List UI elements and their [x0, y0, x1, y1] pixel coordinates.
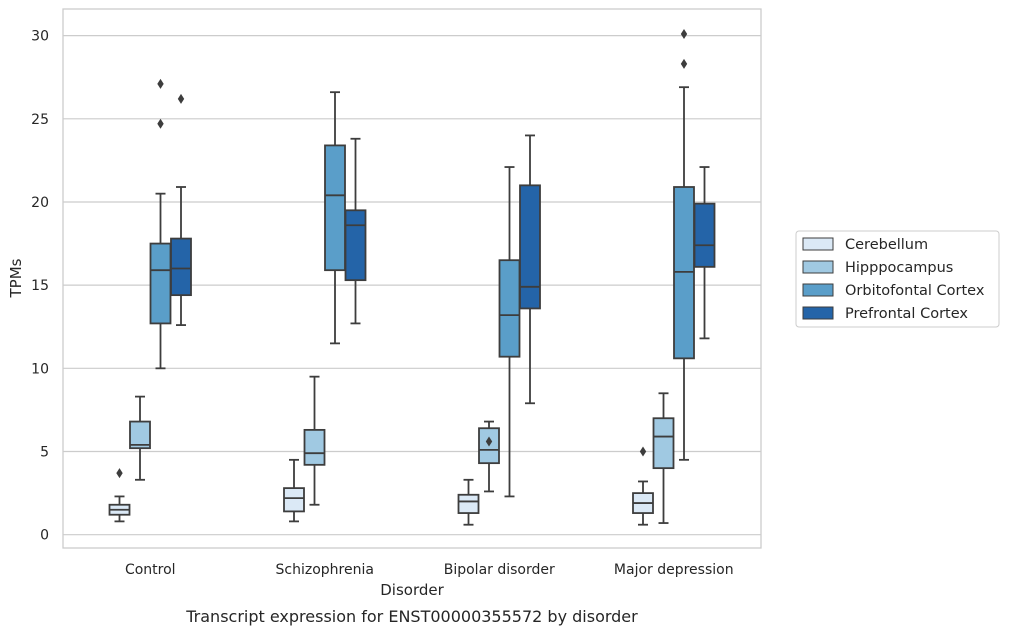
outlier-marker: [157, 118, 164, 129]
y-axis-label: TPMs: [7, 258, 25, 298]
box-iqr: [498, 259, 521, 358]
outlier-marker: [680, 28, 688, 39]
outlier-marker: [157, 78, 164, 89]
chart-caption: Transcript expression for ENST0000035557…: [185, 607, 638, 626]
x-tick-label: Bipolar disorder: [444, 562, 555, 578]
x-axis-ticks: Control Schizophrenia Bipolar disorder Majo…: [125, 562, 734, 578]
x-tick-label: Major depression: [614, 562, 734, 578]
y-tick-label: 15: [31, 278, 49, 294]
box-1-1: [303, 375, 326, 506]
box-2-1: [478, 420, 500, 493]
box-3-0: [632, 446, 654, 526]
legend: Cerebellum Hipppocampus Orbitofontal Corte…: [795, 230, 1000, 328]
y-tick-label: 10: [31, 361, 49, 377]
legend-swatch: [802, 283, 834, 297]
outlier-marker: [639, 446, 647, 457]
outlier-marker: [116, 468, 123, 479]
legend-swatch: [802, 260, 834, 274]
legend-label: Hipppocampus: [845, 260, 953, 276]
box-1-3: [344, 137, 367, 325]
legend-frame: [795, 230, 1000, 328]
box-iqr: [693, 202, 716, 268]
box-iqr: [344, 209, 367, 282]
box-1-2: [324, 91, 346, 345]
legend-swatch: [802, 237, 834, 251]
box-1-0: [283, 458, 305, 523]
y-axis-ticks: 0 5 10 15 20 25 30: [31, 29, 49, 544]
y-tick-label: 20: [31, 195, 49, 211]
box-iqr: [652, 417, 675, 470]
outlier-marker: [177, 93, 185, 104]
y-tick-label: 0: [40, 528, 49, 544]
y-tick-label: 5: [40, 445, 49, 461]
y-tick-label: 30: [31, 29, 49, 45]
box-iqr: [519, 184, 541, 310]
box-iqr: [283, 487, 305, 513]
plot-frame: [62, 8, 762, 549]
box-0-3: [170, 93, 192, 326]
box-iqr: [324, 144, 346, 272]
y-tick-label: 25: [31, 112, 49, 128]
box-iqr: [457, 493, 480, 514]
box-iqr: [149, 242, 172, 325]
legend-label: Orbitofontal Cortex: [845, 283, 985, 299]
box-iqr: [303, 428, 326, 466]
x-tick-label: Control: [125, 562, 176, 578]
box-2-0: [457, 478, 480, 526]
box-0-1: [129, 395, 151, 481]
x-tick-label: Schizophrenia: [276, 562, 374, 578]
box-3-1: [652, 392, 675, 524]
box-iqr: [129, 420, 151, 450]
box-iqr: [170, 237, 192, 297]
box-3-2: [673, 28, 695, 461]
box-0-0: [108, 468, 131, 523]
legend-label: Cerebellum: [845, 237, 928, 253]
outlier-marker: [680, 58, 688, 69]
box-2-3: [519, 134, 541, 405]
legend-label: Prefrontal Cortex: [845, 306, 968, 322]
legend-swatch: [802, 306, 834, 320]
box-series: [108, 28, 716, 526]
x-axis-label: Disorder: [380, 581, 444, 599]
box-3-3: [693, 166, 716, 340]
outlier-marker: [485, 436, 493, 447]
